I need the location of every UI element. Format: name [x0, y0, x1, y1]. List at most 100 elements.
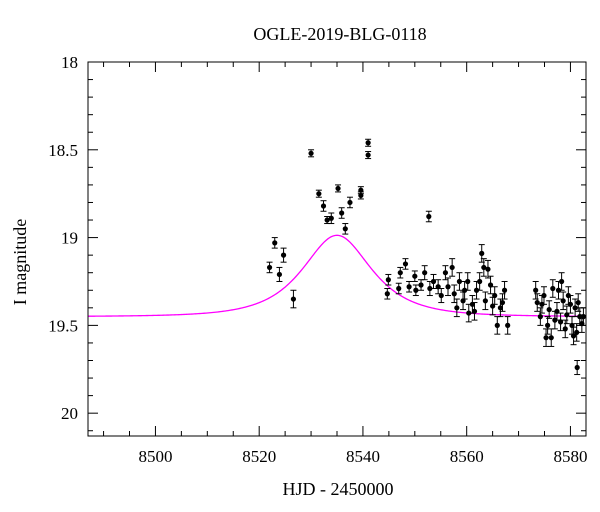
data-point [465, 303, 472, 323]
point-marker [546, 306, 552, 313]
data-point [338, 207, 345, 219]
point-marker [545, 322, 551, 328]
point-marker [426, 213, 432, 220]
point-marker [290, 296, 297, 302]
point-marker [442, 270, 449, 276]
x-tick-label: 8520 [242, 447, 276, 466]
data-point [442, 265, 449, 281]
point-marker [347, 199, 353, 206]
x-tick-label: 8580 [553, 447, 587, 466]
data-point [494, 316, 501, 335]
data-point [546, 300, 553, 319]
point-marker [473, 287, 480, 293]
point-marker [413, 287, 419, 293]
data-point [570, 326, 577, 346]
data-point [575, 293, 582, 312]
data-point [456, 272, 463, 291]
data-point [563, 305, 570, 325]
point-marker [427, 285, 433, 292]
point-marker [550, 285, 556, 292]
data-point [384, 288, 391, 300]
data-point [580, 307, 587, 326]
data-point [573, 323, 580, 342]
point-marker [466, 310, 472, 316]
data-point [438, 288, 445, 304]
data-point [562, 319, 569, 339]
point-marker [494, 322, 500, 328]
data-point [411, 270, 418, 282]
data-point [557, 312, 564, 332]
y-axis-label: I magnitude [10, 219, 30, 305]
data-point [453, 298, 460, 318]
y-tick-label: 19.5 [48, 316, 78, 335]
data-point [365, 151, 372, 160]
data-point [461, 280, 468, 300]
y-tick-label: 18 [61, 53, 78, 72]
data-point [558, 272, 565, 291]
point-marker [534, 299, 540, 306]
data-point [504, 316, 511, 335]
point-marker [449, 264, 455, 271]
point-marker [365, 140, 371, 146]
point-marker [454, 305, 460, 311]
data-point [406, 280, 413, 293]
point-marker [406, 284, 412, 290]
data-point [460, 291, 467, 311]
point-marker [465, 278, 471, 285]
point-marker [477, 278, 483, 285]
point-marker [559, 278, 565, 285]
point-marker [385, 277, 391, 283]
point-marker [402, 261, 409, 267]
point-marker [272, 240, 278, 246]
data-point [464, 272, 471, 291]
point-marker [580, 314, 587, 320]
data-point [335, 184, 342, 193]
point-marker [548, 335, 554, 341]
data-point [540, 286, 547, 305]
data-point [478, 244, 485, 263]
point-marker [396, 285, 402, 292]
point-marker [497, 305, 504, 311]
data-point [560, 291, 567, 311]
axis-ticks: 8500 8520 8540 8560 8580 18 18.5 19 19.5 20 [48, 53, 587, 466]
data-point [449, 258, 456, 277]
data-point [430, 273, 437, 290]
data-point [574, 359, 581, 376]
point-marker [365, 152, 371, 158]
data-point [402, 258, 409, 270]
point-marker [438, 292, 444, 299]
data-point [412, 284, 419, 297]
point-marker [481, 264, 487, 271]
point-marker [456, 278, 463, 285]
point-marker [557, 319, 564, 325]
data-point [476, 272, 483, 291]
data-point [480, 258, 487, 277]
point-marker [412, 273, 418, 279]
data-point [548, 328, 555, 347]
data-point [418, 279, 425, 291]
data-point [491, 286, 498, 305]
y-tick-label: 19 [61, 229, 78, 248]
data-point [365, 138, 372, 147]
data-point [484, 259, 491, 279]
x-axis-label: HJD - 2450000 [283, 479, 394, 499]
point-marker [560, 298, 566, 304]
point-marker [533, 287, 539, 293]
data-point [425, 210, 432, 223]
point-marker [505, 322, 511, 328]
point-marker [471, 308, 478, 314]
data-point [487, 275, 494, 295]
point-marker [280, 252, 287, 258]
point-marker [482, 298, 488, 304]
data-point [395, 282, 402, 295]
point-marker [499, 299, 506, 306]
point-marker [328, 215, 334, 221]
data-point [544, 316, 551, 335]
point-marker [572, 305, 578, 311]
data-point [568, 316, 575, 335]
point-marker [308, 150, 314, 156]
data-point [346, 196, 353, 209]
data-point [549, 279, 556, 298]
point-marker [485, 266, 491, 272]
data-point [266, 261, 273, 274]
